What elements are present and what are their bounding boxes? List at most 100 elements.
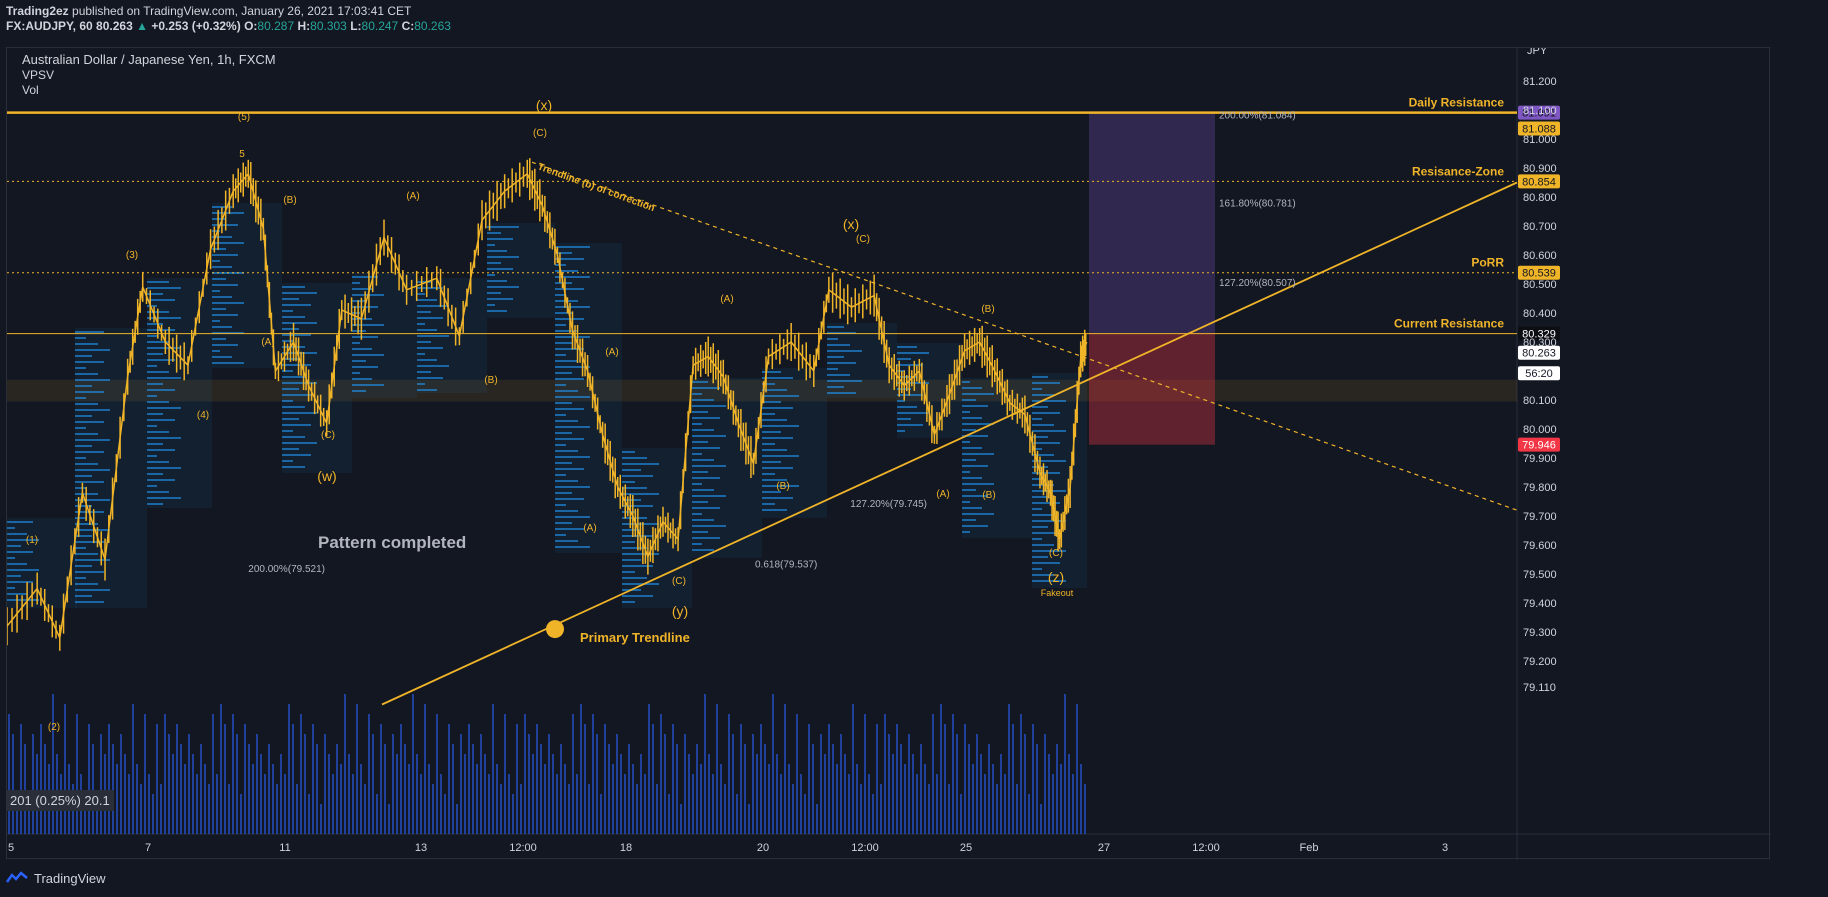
wave-label: (1) <box>26 535 38 546</box>
currency-label: JPY <box>1527 48 1548 57</box>
wave-label: (C) <box>1049 548 1063 559</box>
wave-label: (C) <box>321 430 335 441</box>
x-tick-label: 13 <box>415 842 427 854</box>
y-tick-label: 80.100 <box>1523 395 1557 407</box>
open-label: O: <box>244 19 258 33</box>
wave-label: (A) <box>720 294 733 305</box>
fib-level-label: 127.20%(80.507) <box>1219 278 1296 289</box>
y-tick-label: 79.300 <box>1523 627 1557 639</box>
close-label: C: <box>401 19 415 33</box>
fakeout-label: Fakeout <box>1041 588 1074 598</box>
wave-label: (B) <box>776 481 789 492</box>
x-tick-label: 12:00 <box>851 842 879 854</box>
correction-trendline <box>531 161 1518 511</box>
wave-label: (A) <box>583 523 596 534</box>
wave-label: (C) <box>533 128 547 139</box>
symbol-label[interactable]: FX:AUDJPY, 60 <box>6 19 93 33</box>
x-tick-label: 20 <box>757 842 769 854</box>
wave-label: (B) <box>981 304 994 315</box>
fib-level-label: 0.618(79.537) <box>755 559 817 570</box>
high-label: H: <box>297 19 311 33</box>
wave-label: (A) <box>406 191 419 202</box>
y-tick-label: 80.500 <box>1523 279 1557 291</box>
chart-header: Trading2ez published on TradingView.com,… <box>6 4 451 34</box>
price-tag-text: 81.091 <box>1522 108 1556 120</box>
wave-label: (3) <box>126 250 138 261</box>
x-tick-label: 12:00 <box>1192 842 1220 854</box>
wave-label: (C) <box>856 234 870 245</box>
open-value: 80.287 <box>257 19 295 33</box>
y-tick-label: 80.600 <box>1523 250 1557 262</box>
price-tag-bg <box>1518 105 1560 120</box>
low-label: L: <box>350 19 362 33</box>
wave-label: (y) <box>672 603 688 619</box>
correction-trendline-label: Trendline (b) of correction <box>536 161 656 214</box>
price-tag-text: 80.854 <box>1522 176 1556 188</box>
primary-trendline <box>381 181 1518 706</box>
y-tick-label: 80.800 <box>1523 192 1557 204</box>
wave-label: (2) <box>48 722 60 733</box>
chart-frame[interactable]: Daily Resistance 81.091 81.088 Resisance-Zo… <box>6 47 1771 860</box>
x-tick-label: 25 <box>960 842 972 854</box>
price-tag-bg <box>1518 366 1560 381</box>
wave-label: (B) <box>283 195 296 206</box>
footer-brand[interactable]: TradingView <box>6 867 106 889</box>
y-tick-label: 79.900 <box>1523 453 1557 465</box>
footer-brand-label: TradingView <box>34 870 106 886</box>
fib-level-label: 200.00%(81.084) <box>1219 111 1296 122</box>
volume-profile-box <box>827 323 897 398</box>
wave-label: (x) <box>536 97 552 113</box>
price-tag-text: 81.088 <box>1522 123 1556 135</box>
y-tick-label: 79.600 <box>1523 540 1557 552</box>
stop-zone-box <box>1089 333 1215 445</box>
published-text: published on TradingView.com, January 26… <box>72 4 412 18</box>
x-tick-label: 3 <box>1442 842 1448 854</box>
y-tick-label: 79.110 <box>1523 682 1556 694</box>
volume-profile-box <box>487 223 555 318</box>
price-tag-bg <box>1518 345 1560 360</box>
x-tick-label: 7 <box>145 842 151 854</box>
legend-vpsv[interactable]: VPSV <box>22 68 55 82</box>
y-tick-label: 80.400 <box>1523 308 1557 320</box>
price-tag-bg <box>1518 174 1560 189</box>
price-tag-bg <box>1518 121 1560 136</box>
price-tag-text: 80.539 <box>1522 268 1556 280</box>
chart-canvas[interactable]: Daily Resistance 81.091 81.088 Resisance-Zo… <box>7 48 1771 860</box>
x-tick-label: 27 <box>1098 842 1110 854</box>
wave-label: (4) <box>197 410 209 421</box>
legend-vol[interactable]: Vol <box>22 83 39 97</box>
publisher-name[interactable]: Trading2ez <box>6 4 69 18</box>
y-tick-label: 79.800 <box>1523 482 1557 494</box>
level-label: Resisance-Zone <box>1412 164 1504 178</box>
y-tick-label: 79.700 <box>1523 511 1557 523</box>
wave-label: (A) <box>936 489 949 500</box>
wave-label: (C) <box>672 576 686 587</box>
wave-label: 5 <box>239 149 245 160</box>
level-label: PoRR <box>1471 256 1504 270</box>
y-tick-label: 81.100 <box>1523 105 1557 117</box>
low-value: 80.247 <box>361 19 399 33</box>
y-tick-label: 80.000 <box>1523 424 1557 436</box>
wave-label: (5) <box>238 112 250 123</box>
wave-label: (B) <box>982 490 995 501</box>
price-tag-bg <box>1518 265 1560 280</box>
up-arrow-icon: ▲ <box>136 19 148 33</box>
close-value: 80.263 <box>414 19 451 33</box>
high-value: 80.303 <box>310 19 347 33</box>
x-tick-label: Feb <box>1300 842 1319 854</box>
y-tick-label: 80.700 <box>1523 221 1557 233</box>
y-tick-label: 81.000 <box>1523 134 1557 146</box>
wave-label: (A) <box>261 337 274 348</box>
price-tag-text: 79.946 <box>1522 440 1556 452</box>
level-label: Current Resistance <box>1394 317 1504 331</box>
price-tag-text: 80.263 <box>1522 348 1556 360</box>
x-tick-label: 12:00 <box>509 842 537 854</box>
y-tick-label: 79.400 <box>1523 598 1557 610</box>
trendline-anchor-dot <box>546 620 564 639</box>
y-tick-label: 80.900 <box>1523 163 1557 175</box>
legend-title[interactable]: Australian Dollar / Japanese Yen, 1h, FX… <box>22 52 276 67</box>
wave-label: (A) <box>605 347 618 358</box>
volume-readout: 201 (0.25%) 20.1 <box>6 790 114 811</box>
fib-level-label: 127.20%(79.745) <box>850 499 927 510</box>
price-change: +0.253 (+0.32%) <box>151 19 241 33</box>
